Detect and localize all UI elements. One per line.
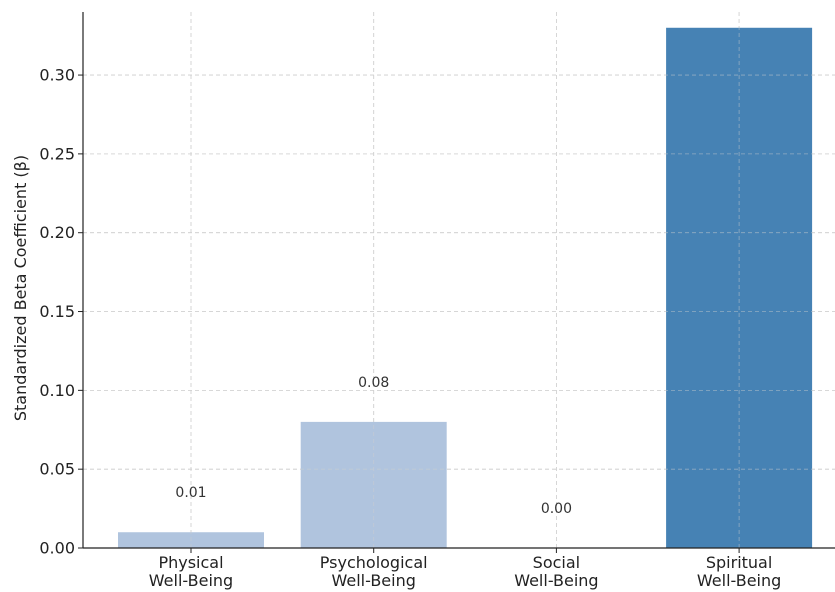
data-label: 0.08: [358, 375, 389, 391]
y-tick-label: 0.15: [39, 302, 75, 321]
x-tick-label: Social Well-Being: [514, 553, 598, 590]
x-tick-label: Psychological Well-Being: [320, 553, 428, 590]
grid-overlay: [83, 12, 835, 548]
y-tick-label: 0.05: [39, 460, 75, 479]
data-label-layer: 0.01 0.08 0.00: [175, 375, 572, 517]
x-tick-labels: Physical Well-Being Psychological Well-Bein…: [149, 548, 781, 590]
x-tick-label: Spiritual Well-Being: [697, 553, 781, 590]
y-tick-labels: 0.00 0.05 0.10 0.15 0.20 0.25 0.30: [39, 66, 83, 558]
y-tick-label: 0.20: [39, 223, 75, 242]
data-label: 0.00: [541, 501, 572, 517]
data-label: 0.01: [175, 485, 206, 501]
bar-layer: [118, 27, 813, 548]
y-tick-label: 0.00: [39, 539, 75, 558]
y-tick-label: 0.30: [39, 66, 75, 85]
axis-layer: [82, 12, 835, 549]
y-tick-label: 0.10: [39, 381, 75, 400]
x-tick-label: Physical Well-Being: [149, 553, 233, 590]
y-axis-title: Standardized Beta Coefficient (β): [11, 155, 30, 421]
y-tick-label: 0.25: [39, 144, 75, 163]
